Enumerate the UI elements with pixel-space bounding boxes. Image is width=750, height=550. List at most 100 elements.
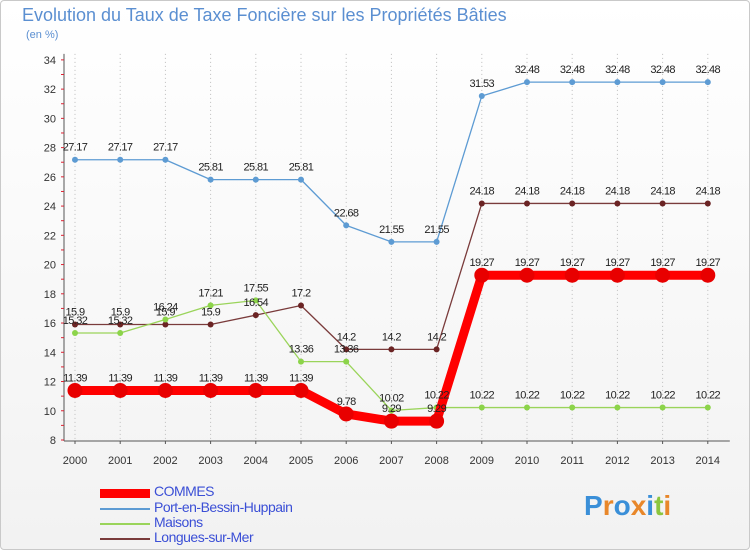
data-label-maisons: 10.22 — [696, 390, 721, 402]
logo-letter: t — [654, 490, 664, 521]
data-label-maisons: 15.32 — [108, 315, 133, 327]
x-tick-label: 2011 — [560, 455, 584, 467]
data-label-commes: 19.27 — [605, 257, 630, 269]
y-tick-label: 8 — [50, 435, 56, 447]
data-point-maisons — [659, 404, 666, 411]
data-point-longues-sur-mer — [117, 321, 124, 328]
y-tick-label: 20 — [44, 260, 56, 272]
data-label-maisons: 10.22 — [470, 390, 495, 402]
data-label-commes: 11.39 — [244, 372, 268, 384]
data-point-maisons — [388, 407, 395, 414]
data-label-commes: 11.39 — [289, 372, 313, 384]
data-point-longues-sur-mer — [659, 200, 666, 207]
data-point-commes — [474, 267, 490, 283]
data-point-longues-sur-mer — [569, 200, 576, 207]
data-label-commes: 11.39 — [199, 372, 223, 384]
data-label-commes: 9.78 — [337, 396, 356, 408]
x-tick-label: 2005 — [289, 455, 313, 467]
data-point-commes — [248, 382, 264, 398]
data-point-longues-sur-mer — [298, 302, 304, 309]
data-label-commes: 11.39 — [108, 372, 132, 384]
data-point-commes — [338, 406, 354, 422]
data-label-longues-sur-mer: 14.2 — [337, 331, 356, 343]
x-tick-label: 2014 — [696, 455, 720, 467]
data-point-commes — [293, 382, 309, 398]
data-label-port-en-bessin-huppain: 25.81 — [244, 162, 269, 174]
data-label-longues-sur-mer: 24.18 — [605, 185, 630, 197]
data-point-maisons — [207, 302, 214, 309]
data-label-longues-sur-mer: 15.9 — [156, 307, 175, 319]
chart-title: Evolution du Taux de Taxe Foncière sur l… — [22, 5, 507, 25]
data-point-port-en-bessin-huppain — [478, 92, 485, 99]
data-label-maisons: 13.36 — [289, 344, 314, 356]
data-label-port-en-bessin-huppain: 27.17 — [63, 142, 88, 154]
data-label-commes: 11.39 — [63, 372, 87, 384]
legend-label-maisons: Maisons — [154, 514, 203, 530]
data-point-longues-sur-mer — [343, 346, 350, 353]
x-tick-label: 2010 — [515, 455, 539, 467]
x-tick-label: 2012 — [605, 455, 629, 467]
data-point-commes — [112, 382, 128, 398]
legend-label-longues-sur-mer: Longues-sur-Mer — [154, 529, 254, 545]
data-label-longues-sur-mer: 17.2 — [291, 287, 310, 299]
y-tick-label: 18 — [44, 289, 56, 301]
x-tick-label: 2002 — [153, 455, 177, 467]
logo-letter: x — [630, 490, 647, 521]
y-tick-label: 22 — [44, 230, 56, 242]
data-label-port-en-bessin-huppain: 25.81 — [198, 162, 223, 174]
data-point-maisons — [614, 404, 621, 411]
data-point-port-en-bessin-huppain — [72, 156, 78, 163]
proxiti-logo: Proxiti — [584, 490, 671, 522]
data-label-maisons: 16.24 — [153, 302, 178, 314]
chart-unit-label: (en %) — [26, 29, 59, 41]
data-point-longues-sur-mer — [207, 321, 214, 328]
data-point-maisons — [704, 404, 711, 411]
data-point-commes — [564, 267, 580, 283]
logo-letter: i — [646, 490, 655, 521]
data-point-port-en-bessin-huppain — [569, 79, 576, 86]
data-label-port-en-bessin-huppain: 32.48 — [560, 64, 585, 76]
data-label-commes: 9.29 — [382, 403, 401, 415]
data-label-maisons: 10.22 — [560, 390, 585, 402]
y-tick-label: 24 — [44, 201, 56, 213]
x-tick-label: 2007 — [379, 455, 403, 467]
data-point-commes — [609, 267, 625, 283]
y-tick-label: 28 — [44, 143, 56, 155]
data-point-port-en-bessin-huppain — [162, 156, 169, 163]
data-point-maisons — [252, 297, 259, 304]
data-point-commes — [700, 267, 716, 283]
data-point-port-en-bessin-huppain — [524, 79, 530, 86]
y-tick-label: 34 — [44, 55, 56, 67]
logo-letter: P — [584, 490, 603, 521]
y-tick-label: 26 — [44, 172, 56, 184]
x-tick-label: 2000 — [63, 455, 87, 467]
data-point-maisons — [343, 358, 350, 365]
data-point-longues-sur-mer — [524, 200, 530, 207]
data-label-maisons: 10.22 — [650, 390, 675, 402]
data-label-longues-sur-mer: 24.18 — [470, 185, 495, 197]
data-point-maisons — [298, 358, 304, 365]
data-label-port-en-bessin-huppain: 25.81 — [289, 162, 314, 174]
legend-label-port-en-bessin: Port-en-Bessin-Huppain — [154, 499, 293, 515]
x-tick-label: 2006 — [334, 455, 358, 467]
x-tick-label: 2004 — [244, 455, 268, 467]
data-label-longues-sur-mer: 24.18 — [560, 185, 585, 197]
data-point-port-en-bessin-huppain — [388, 238, 395, 245]
legend-swatch-commes — [100, 489, 150, 498]
data-label-port-en-bessin-huppain: 32.48 — [696, 64, 721, 76]
data-label-port-en-bessin-huppain: 32.48 — [605, 64, 630, 76]
data-point-port-en-bessin-huppain — [704, 79, 711, 86]
data-label-port-en-bessin-huppain: 32.48 — [515, 64, 540, 76]
data-point-port-en-bessin-huppain — [659, 79, 666, 86]
data-point-port-en-bessin-huppain — [117, 156, 124, 163]
data-label-port-en-bessin-huppain: 22.68 — [334, 207, 359, 219]
data-label-port-en-bessin-huppain: 27.17 — [108, 142, 133, 154]
data-label-commes: 9.29 — [427, 403, 446, 415]
data-label-longues-sur-mer: 24.18 — [696, 185, 721, 197]
logo-letter: r — [602, 490, 614, 521]
data-point-maisons — [524, 404, 530, 411]
x-tick-label: 2003 — [198, 455, 222, 467]
data-label-port-en-bessin-huppain: 27.17 — [153, 142, 178, 154]
data-point-port-en-bessin-huppain — [343, 222, 350, 229]
